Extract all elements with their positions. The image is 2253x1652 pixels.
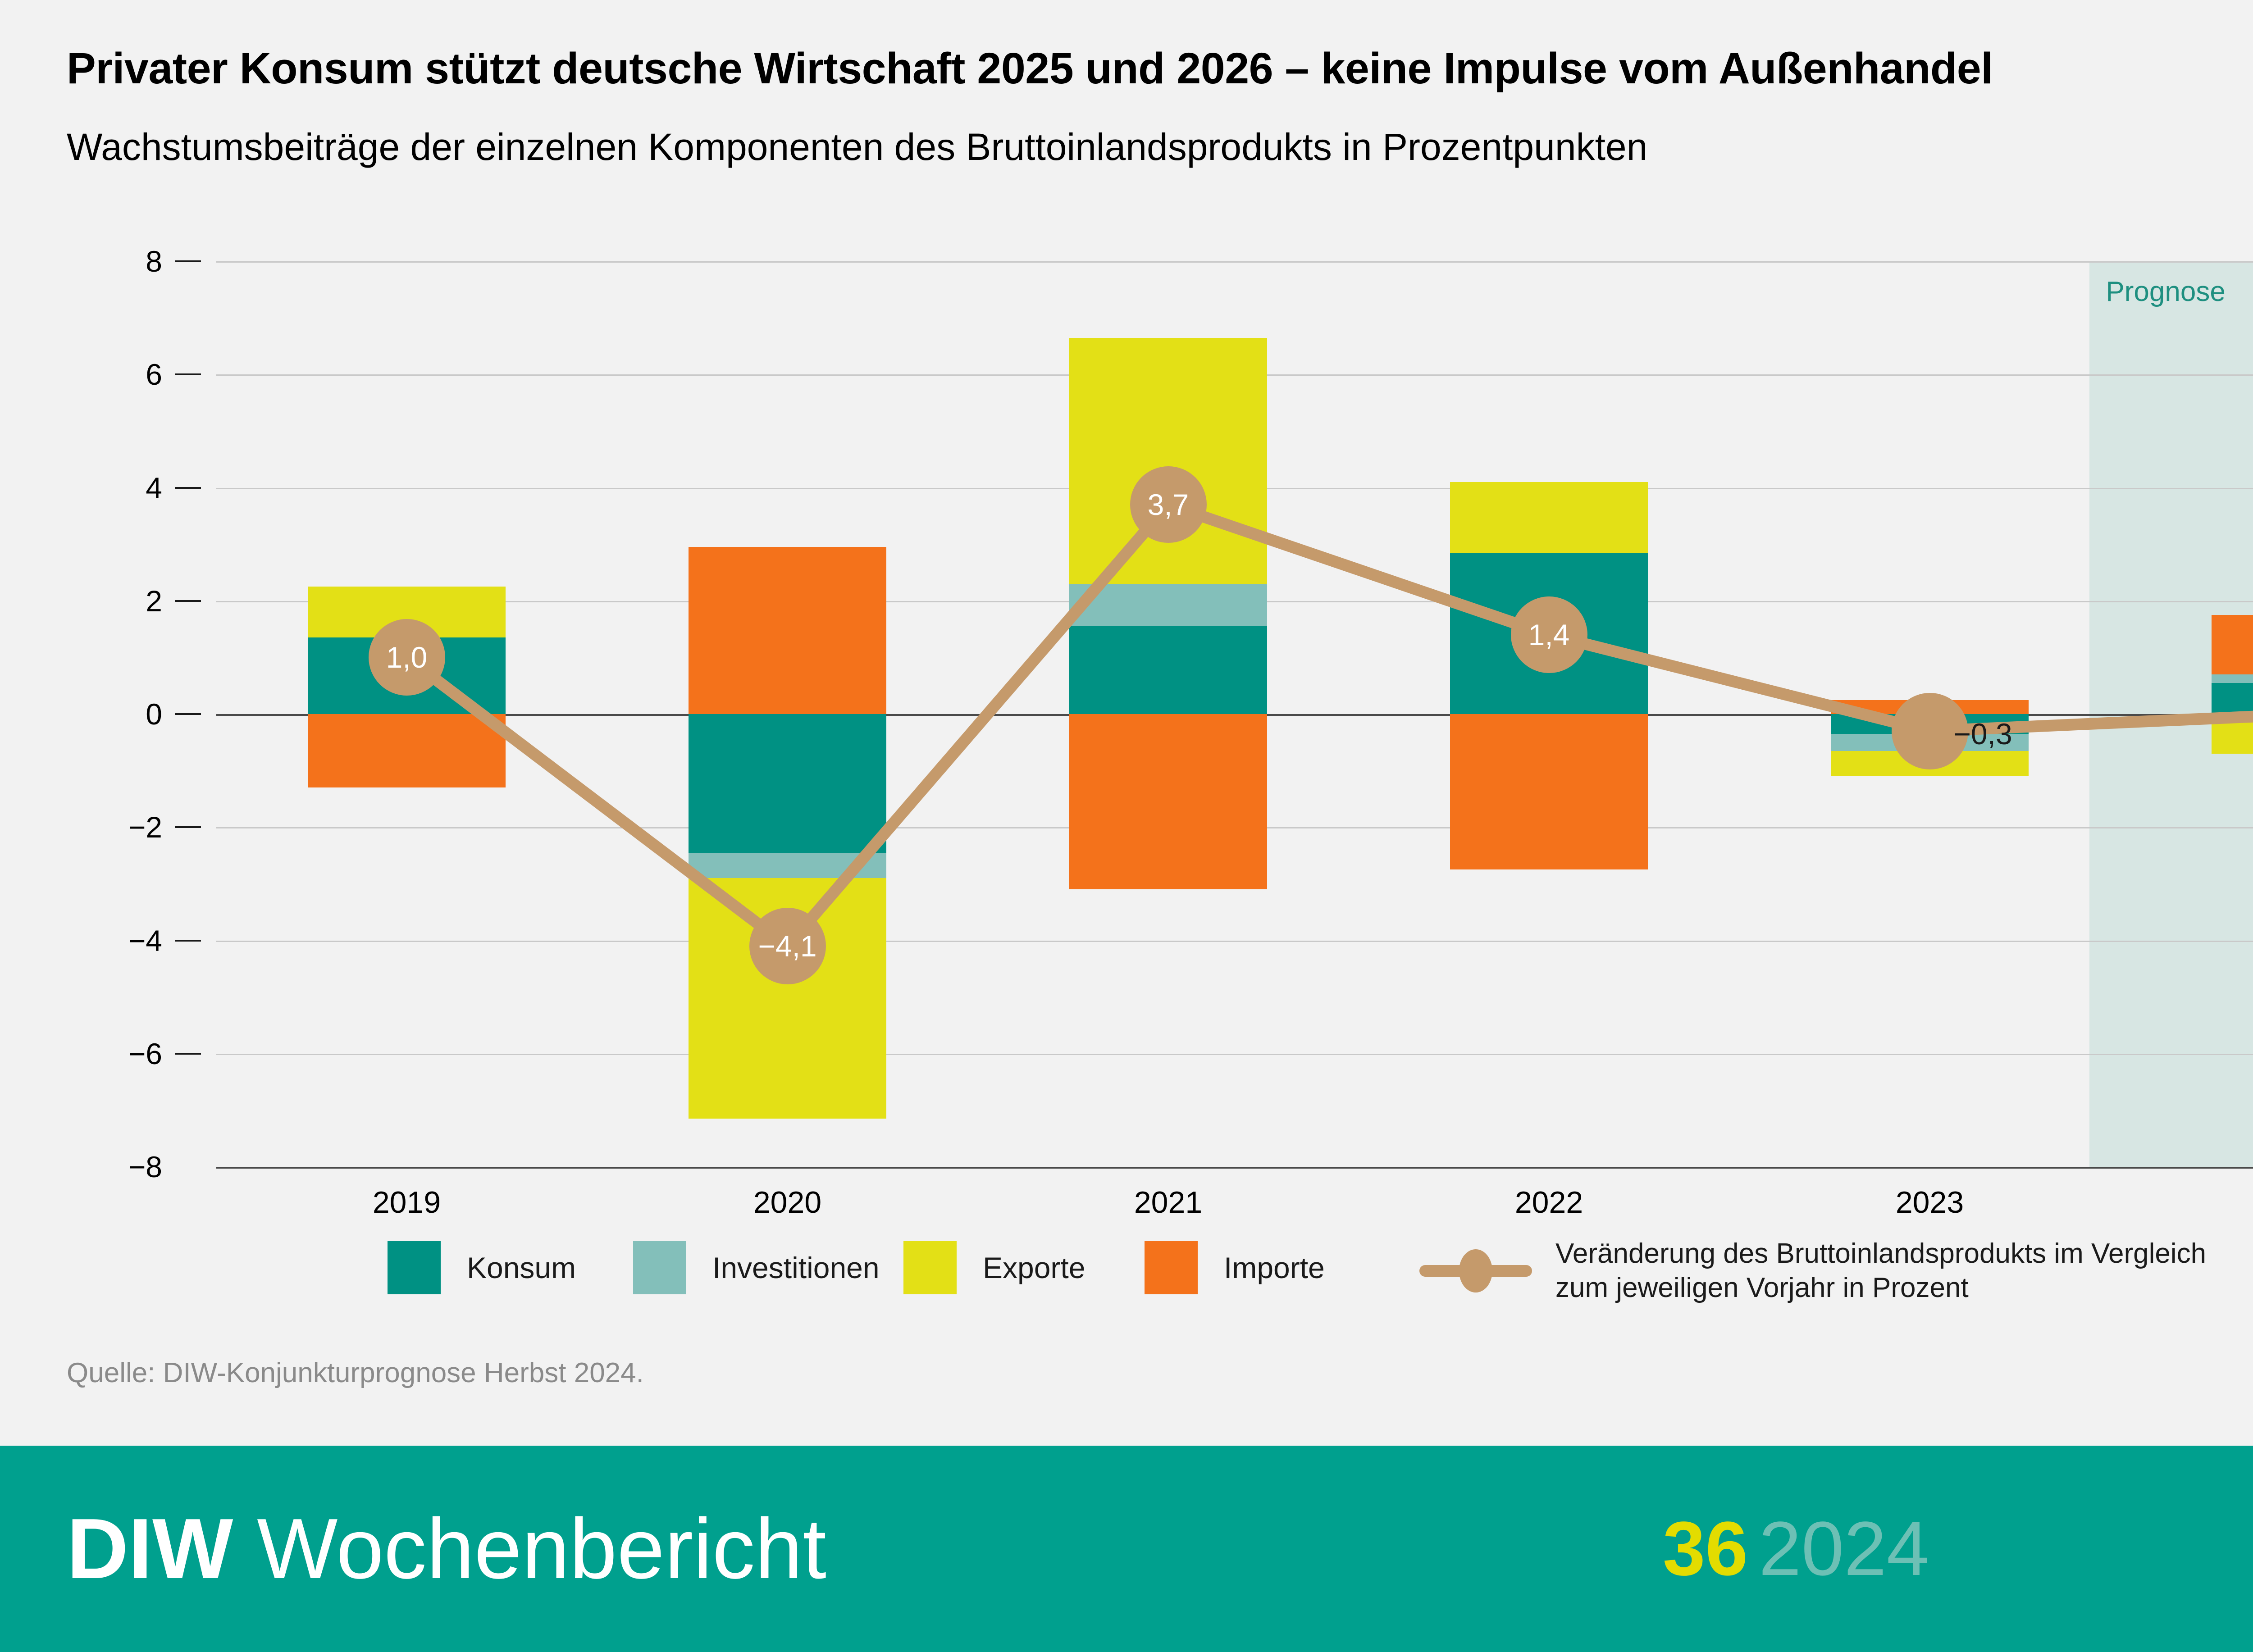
y-tick-label: −6	[128, 1037, 162, 1070]
gdp-marker-2020: −4,1	[749, 908, 826, 985]
y-tick-dash	[175, 1052, 201, 1055]
gdp-marker-2023: −0,3	[1953, 717, 2012, 751]
legend-line-marker-icon	[1419, 1244, 1532, 1297]
bar-segment-investitionen-2024	[2211, 674, 2253, 683]
legend-label-exporte: Exporte	[983, 1251, 1085, 1284]
legend-swatch-investitionen	[633, 1241, 686, 1294]
bar-segment-importe-2024	[2211, 615, 2253, 675]
legend-label-importe: Importe	[1224, 1251, 1325, 1284]
legend-swatch-konsum	[388, 1241, 441, 1294]
footer-issue-year: 2024	[1759, 1506, 1929, 1592]
gridline--6	[216, 1053, 2253, 1055]
legend-label-line2: zum jeweiligen Vorjahr in Prozent	[1555, 1272, 1969, 1303]
footer-issue-number: 36	[1663, 1506, 1748, 1592]
gdp-marker-2022: 1,4	[1510, 596, 1587, 674]
gridline--8	[216, 1167, 2253, 1169]
page-title: Privater Konsum stützt deutsche Wirtscha…	[67, 44, 1993, 93]
gridline--4	[216, 940, 2253, 942]
footer-brand-diw: DIW	[67, 1501, 233, 1597]
bar-segment-importe-2019	[307, 714, 506, 788]
y-tick-label: 2	[146, 584, 162, 618]
bar-segment-exporte-2022	[1450, 482, 1648, 553]
bar-segment-konsum-2021	[1069, 626, 1268, 714]
footer-brand-wochenbericht: Wochenbericht	[257, 1501, 826, 1597]
gdp-marker-2021: 3,7	[1130, 466, 1207, 543]
y-tick-dash	[175, 939, 201, 942]
x-tick-label-2023: 2023	[1895, 1185, 1964, 1220]
y-tick-dash	[175, 600, 201, 602]
legend-item-importe: Importe	[1145, 1241, 1325, 1294]
legend-label-gdp-line: Veränderung des Bruttoinlandsprodukts im…	[1555, 1237, 2206, 1305]
x-tick-label-2019: 2019	[372, 1185, 441, 1220]
footer-issue: 36 2024	[1663, 1505, 1929, 1593]
gdp-marker-2019: 1,0	[368, 619, 445, 696]
legend-label-line1: Veränderung des Bruttoinlandsprodukts im…	[1555, 1238, 2207, 1269]
chart-legend: Konsum Investitionen Exporte Importe Verände…	[216, 1237, 2253, 1331]
bar-segment-importe-2021	[1069, 714, 1268, 890]
y-tick-label: 0	[146, 697, 162, 731]
bar-segment-exporte-2024	[2211, 714, 2253, 754]
y-tick-dash	[175, 487, 201, 489]
y-tick-dash	[175, 373, 201, 376]
bar-segment-investitionen-2020	[688, 852, 887, 878]
bar-segment-investitionen-2021	[1069, 584, 1268, 627]
x-tick-label-2022: 2022	[1514, 1185, 1583, 1220]
forecast-label: Prognose	[2106, 276, 2226, 307]
source-note: Quelle: DIW-Konjunkturprognose Herbst 20…	[67, 1357, 644, 1388]
legend-swatch-importe	[1145, 1241, 1198, 1294]
y-tick-label: 6	[146, 358, 162, 391]
y-tick-label: 8	[146, 245, 162, 278]
legend-item-konsum: Konsum	[388, 1241, 576, 1294]
gdp-marker-dot-2023	[1891, 692, 1968, 769]
y-tick-label: −4	[128, 924, 162, 957]
bar-segment-konsum-2024	[2211, 683, 2253, 714]
y-tick-dash	[175, 713, 201, 715]
legend-item-exporte: Exporte	[903, 1241, 1085, 1294]
footer-brand: DIW Wochenbericht	[67, 1500, 826, 1598]
x-tick-label-2020: 2020	[753, 1185, 822, 1220]
bar-segment-konsum-2020	[688, 714, 887, 853]
legend-label-investitionen: Investitionen	[712, 1251, 880, 1284]
legend-item-investitionen: Investitionen	[633, 1241, 880, 1294]
y-tick-dash	[175, 826, 201, 828]
y-tick-label: −8	[128, 1150, 162, 1183]
y-tick-label: 4	[146, 471, 162, 505]
x-tick-label-2021: 2021	[1134, 1185, 1203, 1220]
gridline-8	[216, 261, 2253, 263]
bar-segment-importe-2020	[688, 547, 887, 714]
legend-label-konsum: Konsum	[467, 1251, 576, 1284]
page-subtitle: Wachstumsbeiträge der einzelnen Komponen…	[67, 126, 1648, 168]
legend-swatch-exporte	[903, 1241, 957, 1294]
bar-segment-exporte-2021	[1069, 337, 1268, 584]
legend-dot	[1459, 1249, 1492, 1292]
bar-segment-importe-2022	[1450, 714, 1648, 870]
legend-item-gdp-line: Veränderung des Bruttoinlandsprodukts im…	[1419, 1237, 2206, 1305]
chart-plot-area: Prognose 1,0−4,13,71,4−0,30,00,91,4	[216, 261, 2253, 1169]
y-tick-dash	[175, 260, 201, 262]
y-tick-label: −2	[128, 810, 162, 844]
